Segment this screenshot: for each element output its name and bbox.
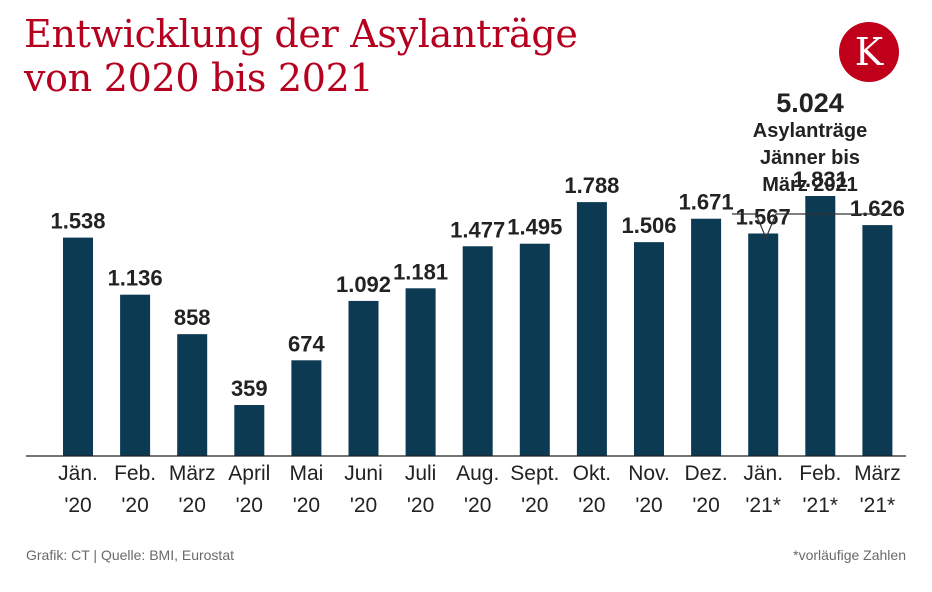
kurier-logo-icon: K: [839, 22, 899, 82]
category-label-year: '21*: [745, 494, 781, 517]
bar-series: [63, 195, 893, 457]
category-label-month: Juni: [344, 462, 383, 485]
bar: [405, 288, 436, 456]
bar: [576, 202, 607, 456]
category-label-year: '20: [121, 494, 148, 517]
value-label: 1.495: [507, 215, 562, 240]
bar: [291, 360, 322, 456]
bar: [63, 237, 93, 456]
category-label-month: Dez.: [685, 462, 728, 485]
bar: [519, 243, 550, 456]
bar: [691, 218, 722, 456]
category-label-month: Mai: [289, 462, 323, 485]
bar: [348, 300, 379, 456]
category-label-year: '20: [293, 494, 320, 517]
category-label-year: '21*: [860, 494, 896, 517]
value-label: 674: [288, 331, 325, 356]
category-label-year: '20: [179, 494, 206, 517]
value-label: 359: [231, 376, 268, 401]
category-label-month: Feb.: [799, 462, 841, 485]
category-label-month: April: [228, 462, 270, 485]
callout-bracket: [732, 213, 889, 240]
value-label: 1.626: [850, 196, 905, 221]
bar: [177, 334, 208, 456]
category-labels: Jän. '20 Feb. '20 März '20 April '20 Mai '20 Juni '…: [58, 462, 901, 517]
value-label: 858: [174, 305, 211, 330]
callout-text: Asylanträge Jänner bis März 2021: [752, 120, 868, 196]
value-label: 1.136: [108, 266, 163, 291]
category-label-month: Nov.: [628, 462, 670, 485]
bar: [234, 405, 265, 456]
value-label: 1.538: [50, 209, 105, 234]
category-label-month: Sept.: [510, 462, 559, 485]
category-label-year: '20: [236, 494, 263, 517]
value-label: 1.831: [793, 167, 848, 192]
value-label: 1.788: [564, 173, 619, 198]
bar: [862, 225, 893, 456]
category-label-year: '20: [407, 494, 434, 517]
category-label-month: Jän.: [58, 462, 98, 485]
chart-title: Entwicklung der Asylanträge von 2020 bis…: [24, 12, 578, 100]
category-label-year: '20: [578, 494, 605, 517]
category-label-year: '20: [635, 494, 662, 517]
footnote: *vorläufige Zahlen: [793, 547, 906, 563]
category-label-year: '21*: [803, 494, 839, 517]
category-label-month: Feb.: [114, 462, 156, 485]
value-label: 1.181: [393, 259, 448, 284]
category-label-year: '20: [521, 494, 548, 517]
value-label: 1.506: [621, 213, 676, 238]
bar: [634, 242, 664, 456]
category-label-year: '20: [464, 494, 491, 517]
value-label: 1.671: [679, 190, 734, 215]
category-label-month: Aug.: [456, 462, 499, 485]
category-label-year: '20: [692, 494, 719, 517]
category-label-month: März: [854, 462, 901, 485]
bar: [748, 233, 779, 456]
bar: [120, 294, 151, 456]
callout-value: 5.024: [776, 88, 844, 118]
value-label: 1.567: [736, 204, 791, 229]
category-label-month: Jän.: [743, 462, 783, 485]
category-label-month: März: [169, 462, 216, 485]
bar: [462, 246, 493, 456]
category-label-year: '20: [64, 494, 91, 517]
bar: [805, 195, 836, 457]
category-label-month: Juli: [405, 462, 437, 485]
total-callout: 5.024 Asylanträge Jänner bis März 2021: [730, 88, 890, 199]
category-label-year: '20: [350, 494, 377, 517]
source-note: Grafik: CT | Quelle: BMI, Eurostat: [26, 547, 234, 563]
value-label: 1.092: [336, 272, 391, 297]
chart-title-line-2: von 2020 bis 2021: [24, 56, 374, 100]
category-label-month: Okt.: [573, 462, 612, 485]
value-label: 1.477: [450, 217, 505, 242]
chart-title-line-1: Entwicklung der Asylanträge: [24, 12, 578, 56]
